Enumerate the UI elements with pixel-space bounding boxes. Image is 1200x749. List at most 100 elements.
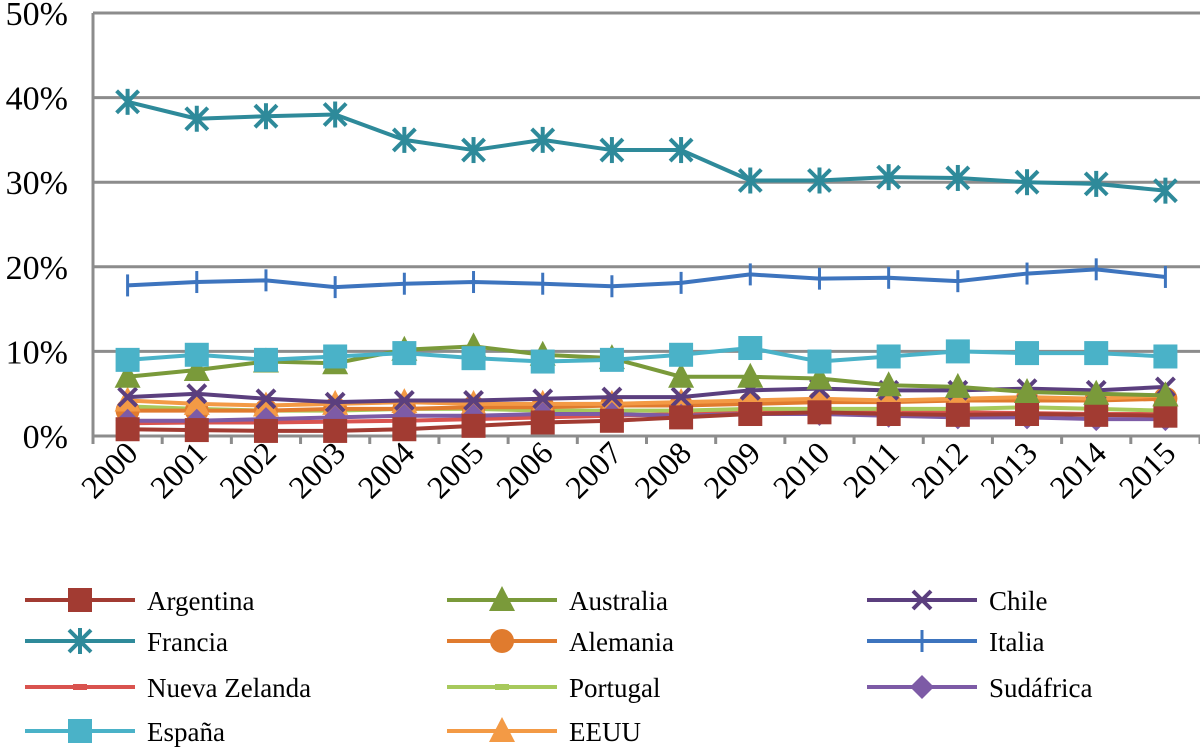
y-axis-tick-labels: 0% 10% 20% 30% 40% 50%	[6, 0, 68, 456]
data-point-argentina	[1153, 403, 1178, 428]
data-point-australia	[183, 356, 210, 382]
data-point-espa-a	[392, 341, 417, 366]
data-point-espa-a	[669, 342, 694, 367]
series-lines	[114, 88, 1179, 443]
data-point-argentina	[253, 418, 278, 443]
data-point-francia	[945, 164, 971, 191]
legend-label: EEUU	[569, 717, 641, 747]
legend-marker	[495, 684, 509, 690]
data-point-espa-a	[1015, 341, 1040, 366]
data-point-argentina	[876, 402, 901, 427]
legend-item-argentina: Argentina	[25, 586, 254, 616]
data-point-francia	[184, 105, 210, 132]
data-point-francia	[668, 137, 694, 164]
y-tick-label: 10%	[6, 334, 68, 371]
x-tick-label: 2004	[351, 434, 422, 505]
x-tick-label: 2015	[1112, 434, 1183, 505]
data-point-francia	[115, 88, 141, 115]
legend-label: Francia	[147, 627, 228, 657]
series-line-eeuu	[127, 393, 1166, 408]
data-point-australia	[944, 372, 971, 398]
data-point-francia	[461, 137, 486, 164]
legend-marker	[68, 719, 92, 743]
legend-item-eeuu: EEUU	[447, 717, 641, 747]
x-tick-label: 2010	[766, 434, 837, 505]
series-line-argentina	[127, 410, 1166, 433]
x-tick-label: 2013	[973, 434, 1044, 505]
data-point-espa-a	[253, 347, 278, 372]
data-point-espa-a	[323, 344, 348, 369]
data-point-francia	[1083, 170, 1109, 197]
data-point-chile	[601, 386, 623, 408]
data-point-francia	[599, 137, 625, 164]
x-tick-label: 2003	[281, 434, 352, 505]
legend-item-sud-frica: Sudáfrica	[867, 673, 1092, 703]
legend-marker	[910, 675, 934, 699]
legend-label: Italia	[989, 627, 1044, 657]
legend-label: España	[147, 717, 225, 747]
y-tick-label: 30%	[6, 165, 68, 202]
data-point-australia	[737, 362, 764, 388]
legend-marker	[73, 684, 87, 690]
legend-item-espa-a: España	[25, 717, 225, 747]
data-point-chile	[324, 391, 346, 413]
data-point-argentina	[184, 418, 209, 443]
data-point-australia	[114, 362, 141, 388]
data-point-argentina	[738, 402, 763, 427]
data-point-francia	[876, 164, 902, 191]
data-point-francia	[807, 167, 832, 194]
series-line-italia	[127, 267, 1166, 290]
data-point-francia	[322, 101, 348, 128]
y-tick-label: 50%	[6, 0, 68, 33]
legend-label: Australia	[569, 586, 668, 616]
data-point-australia	[875, 371, 902, 397]
data-point-chile	[393, 390, 415, 411]
x-tick-label: 2007	[558, 434, 629, 505]
y-tick-label: 20%	[6, 250, 68, 287]
legend-label: Argentina	[147, 586, 254, 616]
data-point-espa-a	[115, 347, 140, 372]
data-point-australia	[668, 362, 695, 388]
legend-item-italia: Italia	[867, 627, 1044, 657]
data-point-chile	[532, 388, 554, 410]
legend-marker	[489, 586, 515, 611]
data-point-australia	[1014, 378, 1041, 404]
legend-item-chile: Chile	[867, 586, 1048, 616]
series-italia	[126, 258, 1167, 299]
data-point-argentina	[530, 410, 555, 435]
data-point-argentina	[115, 417, 140, 442]
legend-item-portugal: Portugal	[447, 673, 661, 703]
legend-marker	[68, 588, 92, 612]
legend-marker	[911, 589, 933, 611]
data-point-argentina	[807, 400, 832, 425]
data-point-argentina	[392, 417, 417, 442]
data-point-eeuu	[252, 391, 279, 417]
x-tick-label: 2014	[1042, 434, 1113, 505]
data-point-australia	[1083, 379, 1110, 405]
y-tick-label: 0%	[23, 419, 68, 456]
x-tick-label: 2009	[697, 434, 768, 505]
x-tick-label: 2002	[212, 434, 283, 505]
series-argentina	[115, 400, 1178, 443]
series-line-sud-frica	[127, 412, 1166, 423]
data-point-argentina	[1015, 402, 1040, 427]
data-point-espa-a	[876, 344, 901, 369]
legend-label: Chile	[989, 586, 1048, 616]
x-axis-tick-labels: 2000200120022003200420052006200720082009…	[74, 434, 1183, 505]
legend-label: Sudáfrica	[989, 673, 1092, 703]
data-point-espa-a	[738, 336, 763, 361]
data-point-chile	[670, 386, 692, 408]
data-point-espa-a	[945, 339, 970, 364]
data-point-francia	[737, 167, 763, 194]
data-point-espa-a	[530, 349, 555, 374]
series-line-australia	[127, 344, 1166, 398]
data-point-espa-a	[461, 346, 486, 371]
legend-label: Alemania	[569, 627, 674, 657]
legend-label: Nueva Zelanda	[147, 673, 311, 703]
data-point-espa-a	[184, 342, 209, 367]
series-line-espa-a	[127, 346, 1166, 364]
legend-marker	[489, 717, 515, 742]
legend-marker	[490, 629, 514, 653]
series-espa-a	[115, 336, 1178, 374]
